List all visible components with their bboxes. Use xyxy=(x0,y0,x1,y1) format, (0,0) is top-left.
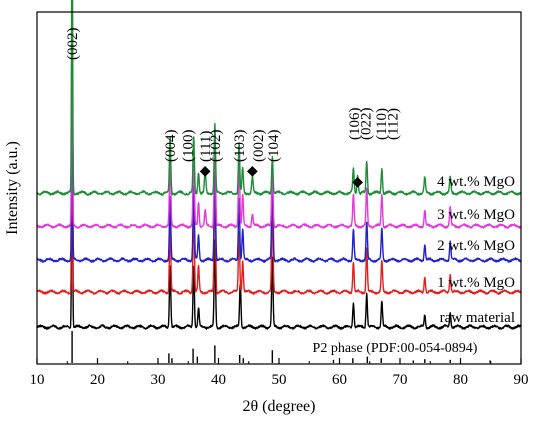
x-axis-label: 2θ (degree) xyxy=(243,398,316,415)
peak-annotation: (104) xyxy=(266,130,282,163)
x-tick-label: 70 xyxy=(393,372,408,388)
series-traces xyxy=(36,0,522,330)
x-axis: 10 20 30 40 50 60 70 80 90 xyxy=(30,358,529,388)
peak-annotations: (002)(004) (100) (111)(102) (103) (002) (104)… xyxy=(65,28,402,163)
reference-label: P2 phase (PDF:00-054-0894) xyxy=(313,341,478,356)
x-tick-label: 90 xyxy=(514,372,529,388)
peak-annotation: (022) xyxy=(359,108,375,141)
peak-annotation: (100) xyxy=(181,130,197,163)
x-tick-label: 20 xyxy=(90,372,105,388)
x-tick-label: 80 xyxy=(453,372,468,388)
series-label: 1 wt.% MgO xyxy=(437,275,515,291)
peak-annotation: (004) xyxy=(163,130,179,163)
impurity-marker: ◆ xyxy=(352,175,363,190)
x-tick-label: 40 xyxy=(211,372,226,388)
x-tick-label: 60 xyxy=(332,372,347,388)
peak-annotation: (102) xyxy=(208,130,224,163)
peak-annotation: (110) xyxy=(374,108,390,140)
series-labels: 4 wt.% MgO 3 wt.% MgO 2 wt.% MgO 1 wt.% MgO… xyxy=(437,174,515,326)
series-label: 4 wt.% MgO xyxy=(437,174,515,190)
x-tick-label: 30 xyxy=(151,372,166,388)
peak-annotation: (002) xyxy=(251,130,267,163)
x-tick-label: 50 xyxy=(272,372,287,388)
impurity-marker: ◆ xyxy=(200,164,211,179)
peak-annotation: (106) xyxy=(347,108,363,141)
impurity-markers: ◆ ◆ ◆ xyxy=(200,164,363,190)
series-trace-4 xyxy=(36,0,522,196)
peak-annotation: (111) xyxy=(198,131,214,162)
series-label: 3 wt.% MgO xyxy=(437,207,515,223)
reference-pattern: P2 phase (PDF:00-054-0894) xyxy=(71,331,491,363)
series-label: raw material xyxy=(440,310,515,326)
series-label: 2 wt.% MgO xyxy=(437,238,515,254)
series-trace-3 xyxy=(36,31,522,229)
series-trace-1 xyxy=(36,100,522,295)
series-trace-2 xyxy=(36,65,522,263)
peak-annotation: (112) xyxy=(386,108,402,140)
y-axis-label: Intensity (a.u.) xyxy=(4,141,21,235)
x-tick-label: 10 xyxy=(30,372,45,388)
impurity-marker: ◆ xyxy=(247,164,258,179)
peak-annotation: (002) xyxy=(65,28,81,61)
peak-annotation: (103) xyxy=(232,130,248,163)
series-trace-0 xyxy=(36,135,522,330)
